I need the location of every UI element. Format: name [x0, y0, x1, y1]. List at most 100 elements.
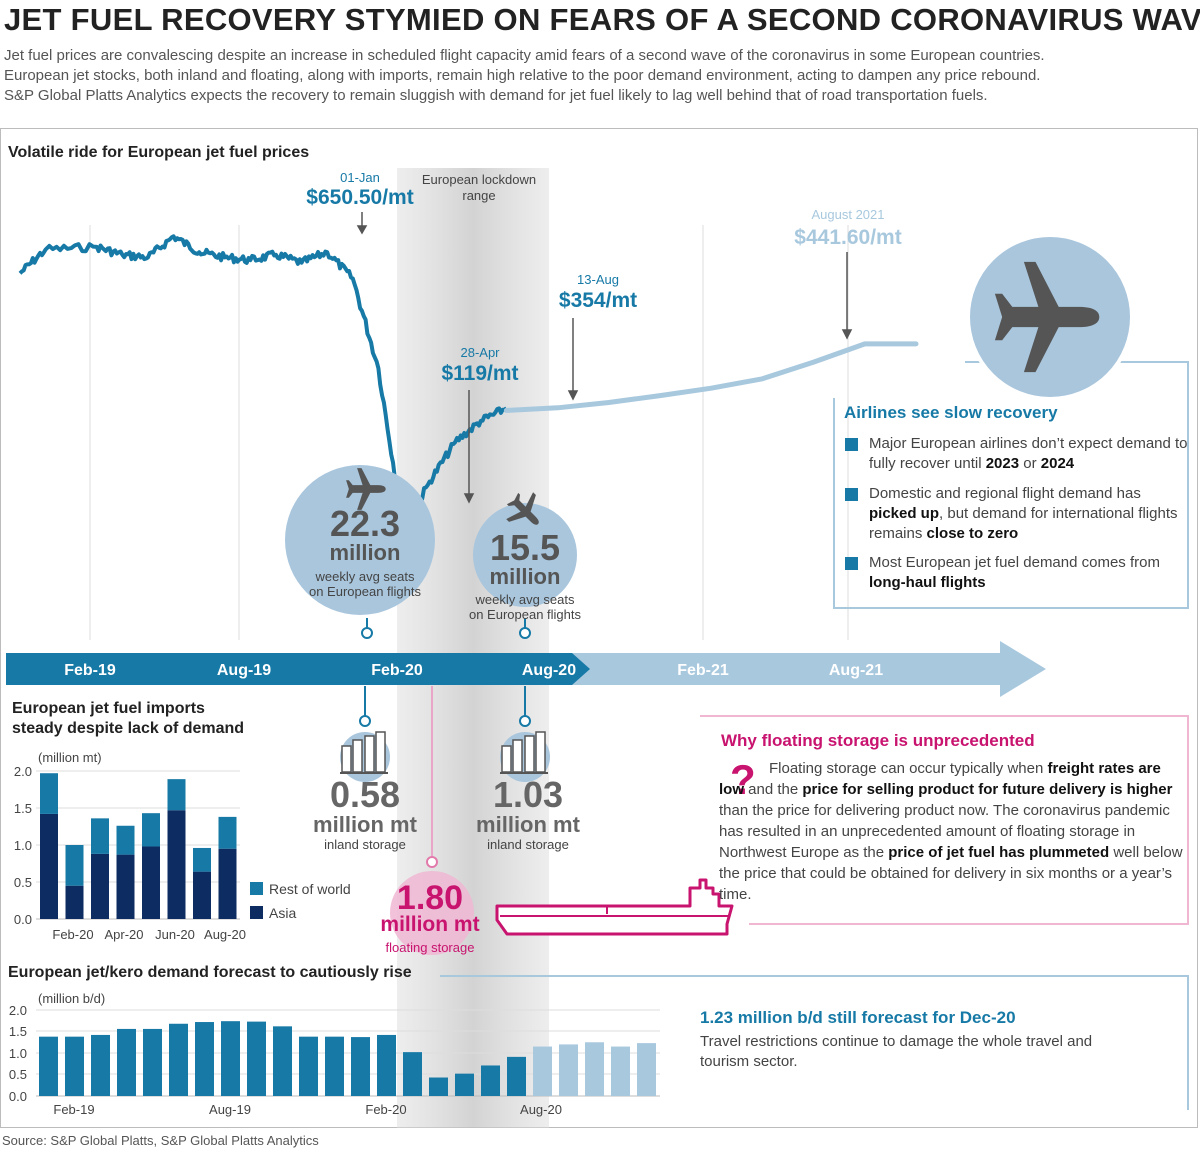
demand-bar — [195, 1022, 214, 1096]
demand-ytick: 1.0 — [9, 1046, 27, 1061]
timeline-label: Feb-21 — [677, 662, 729, 679]
fcst-price: $441.60/mt — [794, 226, 902, 249]
imports-ytick: 1.0 — [14, 838, 32, 853]
demand-bar — [221, 1021, 240, 1096]
body-text: or — [1019, 455, 1041, 472]
floating-unit: million mt — [380, 913, 480, 936]
seats-pre-unit: million — [329, 540, 401, 565]
timeline-label: Aug-19 — [217, 662, 271, 679]
floating-title: Why floating storage is unprecedented — [721, 731, 1035, 750]
connector-dot — [359, 715, 371, 727]
floating-caption: floating storage — [385, 940, 475, 955]
jan-price: $650.50/mt — [306, 186, 414, 209]
page-title: JET FUEL RECOVERY STYMIED ON FEARS OF A … — [4, 2, 1200, 37]
seats-pre-circle — [285, 465, 435, 615]
seats-pre-value: 22.3 — [329, 503, 401, 544]
seats-pre-caption: weekly avg seats on European flights — [290, 569, 440, 599]
aug-date: 13-Aug — [577, 272, 619, 287]
apr-date: 28-Apr — [460, 345, 500, 360]
demand-bar-forecast — [559, 1044, 578, 1096]
legend-label-row: Rest of world — [269, 881, 351, 897]
demand-bar — [403, 1052, 422, 1096]
imports-unit: (million mt) — [38, 750, 102, 765]
demand-bar — [39, 1036, 58, 1096]
inland-post-value: 1.03 — [492, 774, 564, 815]
emphasis-text: close to zero — [926, 525, 1019, 542]
imports-bar-rest-of-world — [167, 779, 186, 811]
imports-bar-asia — [40, 813, 58, 919]
floating-connector-dot — [426, 856, 438, 868]
demand-bar — [325, 1036, 344, 1096]
imports-bar-asia — [65, 885, 84, 919]
body-text: Major European airlines don’t expect dem… — [869, 435, 1188, 472]
jan-date: 01-Jan — [340, 170, 380, 185]
imports-bar-asia — [91, 853, 109, 919]
seats-post-circle — [473, 503, 577, 607]
price-line-historical — [18, 234, 508, 536]
demand-bar — [143, 1028, 162, 1096]
imports-bar-asia — [193, 871, 211, 919]
emphasis-text: price of jet fuel has plummeted — [888, 844, 1110, 861]
demand-bar — [247, 1021, 266, 1096]
imports-chart: 2.0 1.5 1.0 0.5 0.0 Feb-20 Apr-20 Jun-20… — [14, 764, 351, 942]
aug-price: $354/mt — [558, 289, 638, 312]
imports-ytick: 0.5 — [14, 875, 32, 890]
demand-bar — [273, 1026, 292, 1096]
timeline-label: Aug-21 — [829, 662, 883, 679]
imports-bar-rest-of-world — [40, 773, 58, 814]
demand-xtick: Feb-20 — [365, 1102, 406, 1117]
emphasis-text: price for selling product for future del… — [802, 781, 1173, 798]
lockdown-band — [397, 168, 549, 1128]
inland-pre-unit: million mt — [313, 812, 417, 837]
imports-title-line: steady despite lack of demand — [12, 720, 245, 737]
lockdown-label-line: European lockdown — [421, 172, 537, 187]
demand-ytick: 2.0 — [9, 1003, 27, 1018]
aug-arrow-head — [567, 390, 579, 401]
bullet-square — [845, 557, 858, 570]
demand-bar — [299, 1036, 318, 1096]
inland-pre-caption: inland storage — [324, 837, 406, 852]
demand-bar — [455, 1073, 474, 1096]
demand-bar — [117, 1028, 136, 1096]
demand-ytick: 1.5 — [9, 1024, 27, 1039]
seats-post-unit: million — [489, 564, 561, 589]
inland-post-unit: million mt — [476, 812, 580, 837]
floating-circle — [390, 871, 474, 955]
imports-bar-asia — [142, 846, 160, 919]
demand-bar — [507, 1056, 526, 1096]
legend-swatch-asia — [250, 906, 263, 919]
demand-bar-forecast — [585, 1042, 604, 1096]
imports-bar-rest-of-world — [116, 825, 135, 855]
seats-pre-caption-line: weekly avg seats — [315, 569, 415, 584]
intro-line-2: European jet stocks, both inland and flo… — [4, 67, 1041, 84]
emphasis-text: picked up — [869, 505, 940, 522]
airlines-bullet-text: Most European jet fuel demand comes from… — [869, 553, 1189, 593]
demand-bar — [351, 1037, 370, 1096]
body-text: , but demand for international flights r… — [869, 505, 1178, 542]
demand-bar — [65, 1036, 84, 1096]
timeline-label: Aug-20 — [522, 662, 576, 679]
demand-xtick: Feb-19 — [53, 1102, 94, 1117]
connector-dot — [519, 627, 531, 639]
demand-bar — [169, 1023, 188, 1096]
imports-xtick: Jun-20 — [155, 927, 195, 942]
bullet-square — [845, 488, 858, 501]
bullet-square — [845, 438, 858, 451]
demand-bar — [377, 1034, 396, 1096]
emphasis-text: freight rates are low — [719, 760, 1161, 798]
imports-bar-rest-of-world — [193, 847, 211, 872]
body-text: Floating storage can occur typically whe… — [769, 760, 1048, 777]
fcst-date: August 2021 — [811, 207, 885, 222]
imports-bar-asia — [218, 848, 237, 919]
imports-xtick: Aug-20 — [204, 927, 246, 942]
imports-bar-asia — [116, 854, 135, 919]
source-note: Source: S&P Global Platts, S&P Global Pl… — [2, 1133, 319, 1148]
seats-post-caption-line: on European flights — [468, 607, 582, 622]
demand-xtick: Aug-19 — [209, 1102, 251, 1117]
inland-post-caption: inland storage — [487, 837, 569, 852]
imports-bar-rest-of-world — [65, 845, 84, 886]
emphasis-text: long-haul flights — [869, 574, 986, 591]
airlines-bullet-text: Major European airlines don’t expect dem… — [869, 434, 1189, 474]
question-icon: ? — [730, 756, 756, 803]
imports-ytick: 0.0 — [14, 912, 32, 927]
